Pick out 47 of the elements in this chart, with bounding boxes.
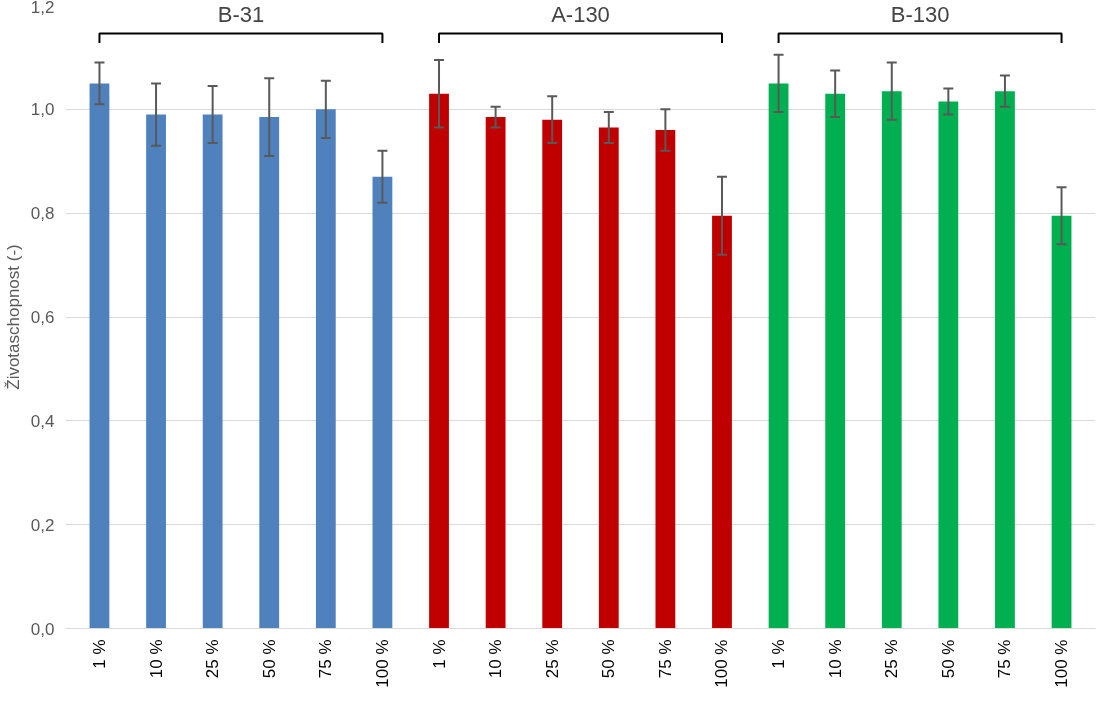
- bar: [598, 127, 619, 629]
- x-tick-label: 1 %: [429, 639, 449, 669]
- x-tick-label: 50 %: [599, 639, 619, 679]
- y-tick-label: 0,4: [30, 411, 55, 431]
- bar: [542, 119, 563, 629]
- bar: [995, 91, 1015, 629]
- y-tick-label: 0,0: [30, 619, 55, 639]
- x-tick-label: 10 %: [146, 639, 166, 679]
- bar: [1051, 215, 1072, 629]
- bar: [768, 83, 789, 629]
- y-tick-label: 0,6: [30, 308, 55, 327]
- bar: [89, 83, 110, 629]
- bar: [712, 215, 732, 629]
- x-tick-label: 75 %: [995, 639, 1015, 679]
- annotation: B-130: [890, 2, 950, 28]
- bar: [146, 114, 166, 629]
- bar: [825, 93, 846, 629]
- x-tick-label: 10 %: [486, 639, 506, 679]
- y-tick-label: 1,2: [30, 0, 55, 17]
- x-tick-label: 100 %: [372, 639, 392, 688]
- x-tick-label: 10 %: [825, 639, 845, 679]
- x-tick-label: 50 %: [259, 639, 279, 679]
- x-tick-label: 75 %: [655, 639, 675, 679]
- x-tick-label: 1 %: [89, 639, 109, 669]
- y-tick-label: 0,2: [30, 515, 55, 535]
- bar: [315, 109, 336, 629]
- bar: [202, 114, 223, 629]
- y-tick-label: 1,0: [30, 100, 55, 120]
- x-tick-label: 25 %: [203, 639, 223, 679]
- x-tick-label: 50 %: [938, 639, 958, 679]
- bar: [259, 117, 280, 629]
- y-tick-label: 0,8: [30, 204, 55, 224]
- x-tick-label: 1 %: [769, 639, 789, 669]
- x-tick-label: 100 %: [1052, 639, 1072, 688]
- annotation: A-130: [551, 2, 610, 28]
- bar: [881, 91, 902, 629]
- bar: [372, 176, 393, 629]
- x-tick-label: 75 %: [316, 639, 336, 679]
- x-tick-label: 25 %: [542, 639, 562, 679]
- bar: [938, 101, 959, 629]
- y-axis-title: Životaschopnost (-): [3, 244, 23, 390]
- bar: [429, 93, 449, 629]
- bar: [485, 117, 506, 629]
- bar: [655, 130, 676, 629]
- x-tick-label: 25 %: [882, 639, 902, 679]
- x-tick-label: 100 %: [712, 639, 732, 688]
- annotation: B-31: [217, 2, 265, 28]
